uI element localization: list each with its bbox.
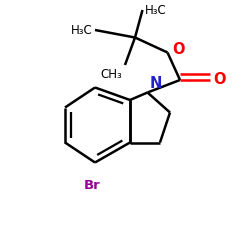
Text: Br: Br — [84, 179, 101, 192]
Text: N: N — [150, 76, 162, 91]
Text: O: O — [172, 42, 185, 58]
Text: H₃C: H₃C — [145, 4, 167, 16]
Text: H₃C: H₃C — [71, 24, 92, 36]
Text: CH₃: CH₃ — [101, 68, 122, 80]
Text: O: O — [214, 72, 226, 88]
